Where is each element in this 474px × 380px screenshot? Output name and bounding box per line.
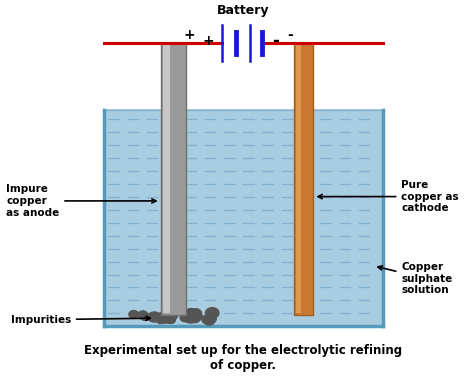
Circle shape <box>180 314 190 322</box>
Circle shape <box>150 313 158 319</box>
Circle shape <box>202 315 212 324</box>
Circle shape <box>129 310 138 318</box>
Circle shape <box>202 315 212 323</box>
Circle shape <box>147 314 156 321</box>
Text: Battery: Battery <box>217 4 269 17</box>
Circle shape <box>163 312 176 323</box>
Circle shape <box>164 310 178 320</box>
Text: +: + <box>184 28 195 43</box>
Circle shape <box>140 313 150 320</box>
Bar <box>104 110 383 326</box>
Circle shape <box>167 317 175 323</box>
Circle shape <box>156 317 165 323</box>
Circle shape <box>190 309 201 318</box>
Circle shape <box>209 313 214 318</box>
Circle shape <box>188 311 198 319</box>
Text: Experimental set up for the electrolytic refining: Experimental set up for the electrolytic… <box>84 344 402 357</box>
Circle shape <box>183 312 196 321</box>
Circle shape <box>152 315 159 321</box>
Text: Copper
sulphate
solution: Copper sulphate solution <box>378 262 453 295</box>
Text: Impurities: Impurities <box>11 315 150 325</box>
Circle shape <box>205 308 219 318</box>
Circle shape <box>138 311 147 318</box>
Circle shape <box>183 312 198 323</box>
Text: -: - <box>288 28 293 43</box>
Text: -: - <box>273 32 279 50</box>
Circle shape <box>148 312 161 322</box>
Bar <box>161 43 186 315</box>
Circle shape <box>190 314 201 323</box>
Circle shape <box>159 311 170 320</box>
Text: of copper.: of copper. <box>210 359 276 372</box>
Circle shape <box>157 312 170 322</box>
Bar <box>163 45 170 313</box>
Circle shape <box>186 309 196 317</box>
Circle shape <box>206 315 216 323</box>
Bar <box>296 45 301 313</box>
Circle shape <box>165 316 174 323</box>
Circle shape <box>204 316 215 325</box>
Text: Impure
copper
as anode: Impure copper as anode <box>6 184 156 217</box>
Text: Pure
copper as
cathode: Pure copper as cathode <box>318 180 459 213</box>
Bar <box>294 43 313 315</box>
Circle shape <box>165 311 172 317</box>
Circle shape <box>192 313 202 320</box>
Text: +: + <box>202 34 214 48</box>
Circle shape <box>160 318 167 323</box>
